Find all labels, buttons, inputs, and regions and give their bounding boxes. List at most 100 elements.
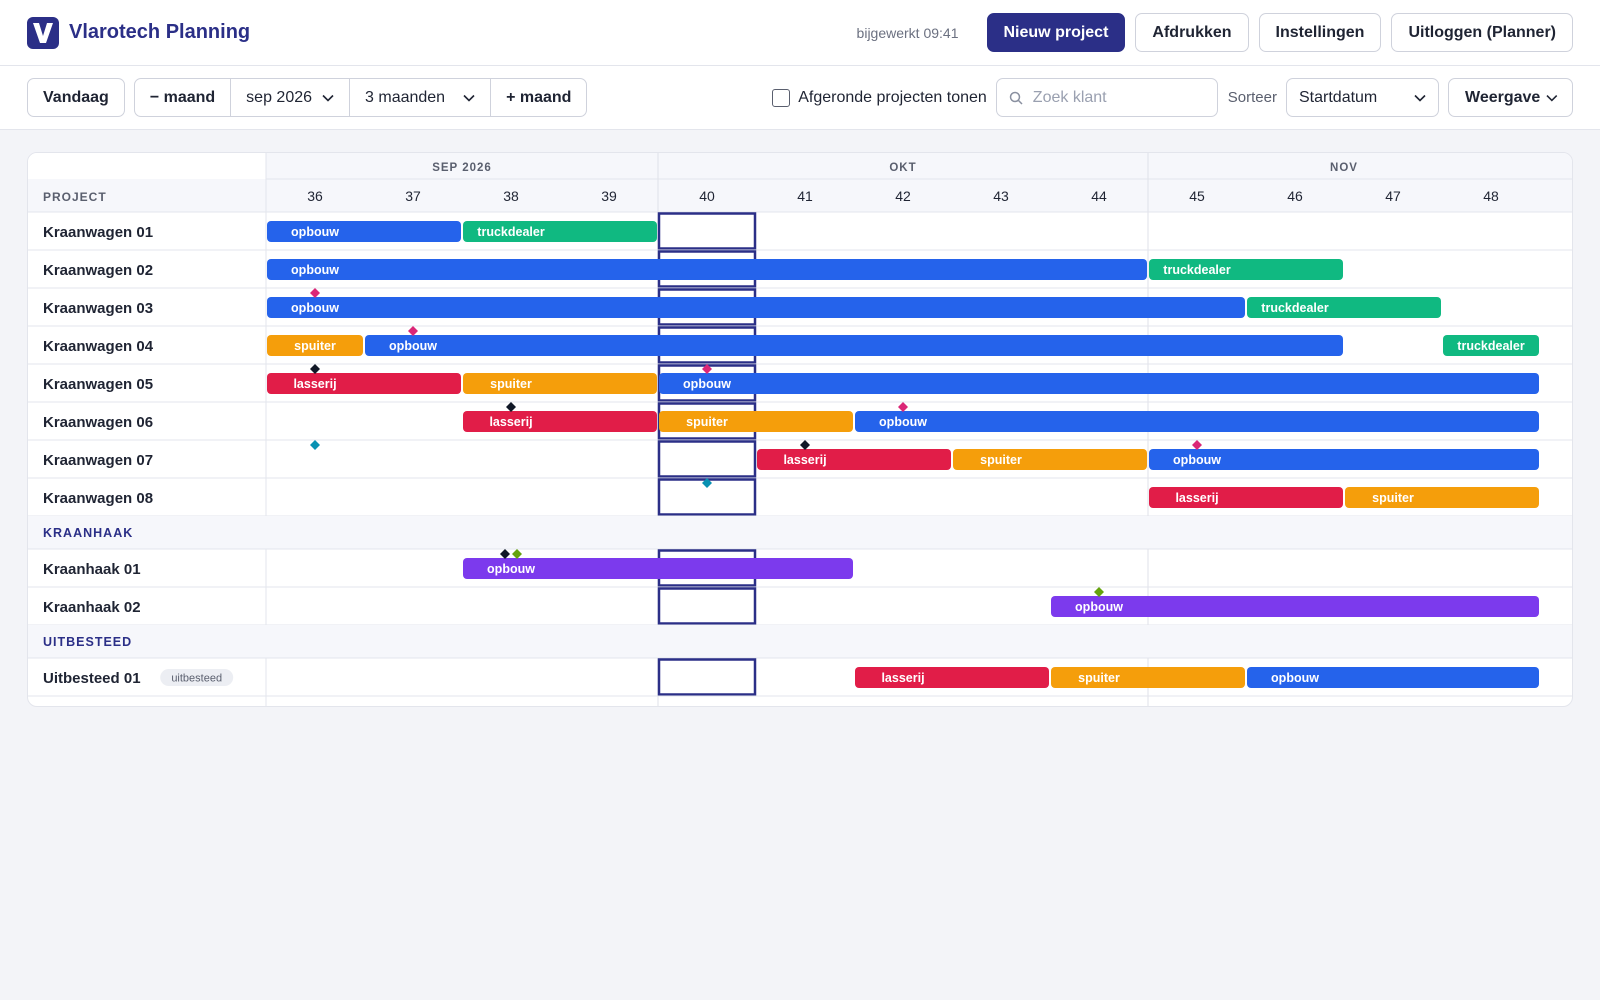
bar-label: truckdealer	[1163, 263, 1231, 277]
bar-opbouw[interactable]	[1247, 667, 1539, 688]
range-select[interactable]: 3 maanden	[349, 79, 490, 116]
bar-spuiter[interactable]	[953, 449, 1147, 470]
bar-label: opbouw	[291, 225, 339, 239]
bar-spuiter[interactable]	[267, 335, 363, 356]
bar-label: lasserij	[881, 671, 924, 685]
show-done-label: Afgeronde projecten tonen	[798, 88, 987, 106]
week-number-41: 41	[797, 188, 813, 204]
bar-label: spuiter	[686, 415, 728, 429]
bar-opbouw[interactable]	[267, 297, 1245, 318]
bar-opbouw[interactable]	[855, 411, 1539, 432]
bar-truckdealer[interactable]	[1443, 335, 1539, 356]
bar-spuiter[interactable]	[1345, 487, 1539, 508]
bar-opbouw[interactable]	[365, 335, 1343, 356]
bar-opbouw[interactable]	[267, 221, 461, 242]
view-menu-button[interactable]: Weergave	[1448, 78, 1573, 117]
sort-select[interactable]: Startdatum	[1286, 78, 1439, 117]
bar-opbouw[interactable]	[659, 373, 1539, 394]
gantt-chart: SEP 2026 OKT NOV PROJECT 36 37 38 39 40 41 42 43 44 4…	[28, 153, 1572, 706]
bar-label: truckdealer	[477, 225, 545, 239]
app-logo	[27, 16, 59, 49]
bar-label: truckdealer	[1457, 339, 1525, 353]
chevron-down-icon	[1546, 94, 1558, 102]
bar-label: spuiter	[1078, 671, 1120, 685]
project-name[interactable]: Kraanwagen 01	[43, 224, 153, 241]
bar-lasserij[interactable]	[757, 449, 951, 470]
project-name[interactable]: Kraanhaak 02	[43, 599, 141, 616]
week-number-39: 39	[601, 188, 617, 204]
bar-label: spuiter	[294, 339, 336, 353]
bar-spuiter[interactable]	[659, 411, 853, 432]
project-name[interactable]: Kraanwagen 05	[43, 376, 153, 393]
milestone-marker[interactable]	[702, 478, 712, 488]
week-number-48: 48	[1483, 188, 1499, 204]
next-month-button[interactable]: + maand	[490, 79, 586, 116]
milestone-marker[interactable]	[1094, 587, 1104, 597]
project-name[interactable]: Kraanhaak 01	[43, 561, 141, 578]
bar-label: opbouw	[683, 377, 731, 391]
chevron-down-icon	[322, 94, 334, 102]
project-name[interactable]: Kraanwagen 02	[43, 262, 153, 279]
milestone-marker[interactable]	[506, 402, 516, 412]
milestone-marker[interactable]	[310, 288, 320, 298]
bar-opbouw[interactable]	[1149, 449, 1539, 470]
milestone-marker[interactable]	[800, 440, 810, 450]
project-name[interactable]: Kraanwagen 06	[43, 414, 153, 431]
bar-label: lasserij	[489, 415, 532, 429]
bar-truckdealer[interactable]	[1247, 297, 1441, 318]
bar-lasserij[interactable]	[463, 411, 657, 432]
milestone-marker[interactable]	[310, 440, 320, 450]
period-navigator: − maand sep 2026 3 maanden + maand	[133, 78, 588, 117]
week-number-44: 44	[1091, 188, 1107, 204]
project-name[interactable]: Uitbesteed 01	[43, 670, 141, 687]
milestone-marker[interactable]	[898, 402, 908, 412]
project-name[interactable]: Kraanwagen 03	[43, 300, 153, 317]
bar-lasserij[interactable]	[1149, 487, 1343, 508]
bar-label: truckdealer	[1261, 301, 1329, 315]
print-button[interactable]: Afdrukken	[1135, 13, 1249, 52]
show-done-checkbox[interactable]	[772, 88, 791, 107]
week-number-43: 43	[993, 188, 1009, 204]
milestone-marker[interactable]	[310, 364, 320, 374]
bar-spuiter[interactable]	[1051, 667, 1245, 688]
week-number-37: 37	[405, 188, 421, 204]
bar-opbouw[interactable]	[267, 259, 1147, 280]
bar-opbouw[interactable]	[1051, 596, 1539, 617]
project-name[interactable]: Kraanwagen 04	[43, 338, 154, 355]
week-number-46: 46	[1287, 188, 1303, 204]
view-menu-label: Weergave	[1465, 88, 1541, 106]
bar-label: opbouw	[389, 339, 437, 353]
app-title: Vlarotech Planning	[69, 21, 251, 43]
bar-truckdealer[interactable]	[463, 221, 657, 242]
bar-label: opbouw	[879, 415, 927, 429]
bar-lasserij[interactable]	[855, 667, 1049, 688]
current-week-cell	[657, 658, 757, 696]
prev-month-button[interactable]: − maand	[149, 88, 216, 106]
bar-spuiter[interactable]	[463, 373, 657, 394]
today-button[interactable]: Vandaag	[27, 78, 125, 117]
milestone-marker[interactable]	[512, 549, 522, 559]
sort-select-value: Startdatum	[1299, 88, 1378, 106]
group-row	[28, 625, 1572, 658]
group-label: KRAANHAAK	[43, 526, 133, 540]
week-number-47: 47	[1385, 188, 1401, 204]
milestone-marker[interactable]	[500, 549, 510, 559]
project-column-header: PROJECT	[43, 190, 107, 204]
project-name[interactable]: Kraanwagen 07	[43, 452, 153, 469]
milestone-marker[interactable]	[1192, 440, 1202, 450]
new-project-button[interactable]: Nieuw project	[986, 13, 1126, 52]
project-name[interactable]: Kraanwagen 08	[43, 490, 153, 507]
bar-lasserij[interactable]	[267, 373, 461, 394]
month-select[interactable]: sep 2026	[230, 79, 349, 116]
settings-button[interactable]: Instellingen	[1258, 13, 1382, 52]
search-input[interactable]: Zoek klant	[995, 78, 1218, 117]
milestone-marker[interactable]	[408, 326, 418, 336]
bar-opbouw[interactable]	[463, 558, 853, 579]
bar-truckdealer[interactable]	[1149, 259, 1343, 280]
bar-label: lasserij	[293, 377, 336, 391]
month-label: SEP 2026	[432, 162, 492, 174]
bar-label: opbouw	[291, 301, 339, 315]
show-done-toggle[interactable]: Afgeronde projecten tonen	[772, 88, 987, 107]
milestone-marker[interactable]	[702, 364, 712, 374]
logout-button[interactable]: Uitloggen (Planner)	[1391, 13, 1573, 52]
